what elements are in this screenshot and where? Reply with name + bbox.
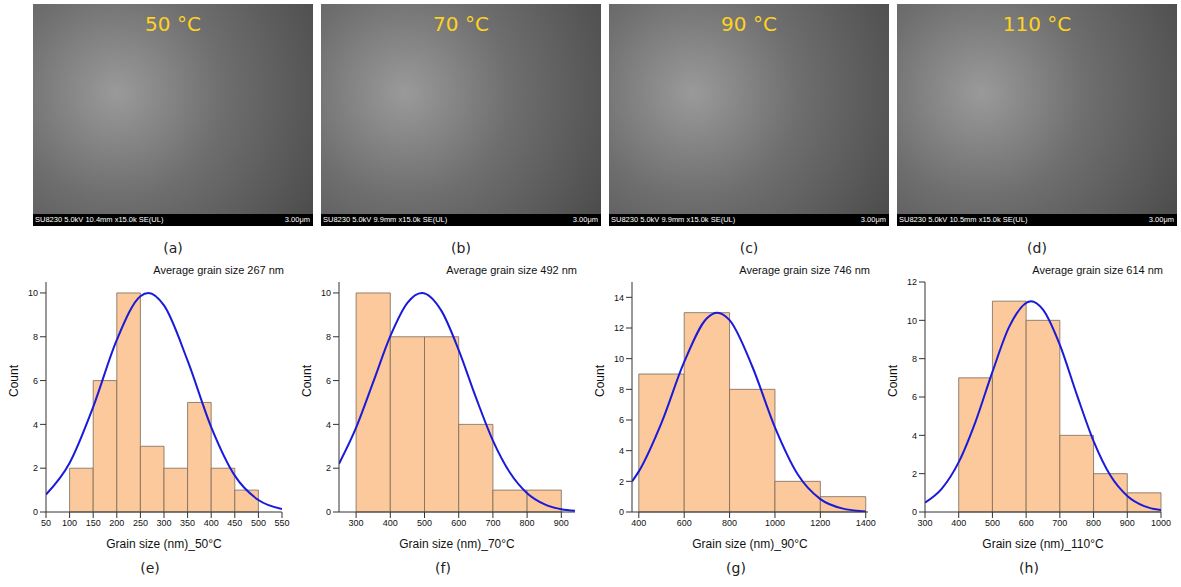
svg-text:8: 8 [326,332,331,342]
svg-text:Count: Count [593,364,607,397]
html-text:SU8230 5.0kV 9.9mm x15.0k SE(U: SU8230 5.0kV 9.9mm x15.0k SE(UL) [323,215,448,224]
svg-text:400: 400 [631,518,646,528]
svg-text:10: 10 [907,316,917,326]
svg-text:500: 500 [985,518,1000,528]
html-text:SU8230 5.0kV 10.5mm x15.0k SE(: SU8230 5.0kV 10.5mm x15.0k SE(UL) [899,215,1028,224]
svg-text:Count: Count [7,364,21,397]
svg-text:50: 50 [41,518,51,528]
svg-text:10: 10 [614,354,624,364]
svg-text:500: 500 [417,518,432,528]
svg-text:Count: Count [886,364,900,397]
svg-text:2: 2 [33,463,38,473]
svg-text:6: 6 [619,415,624,425]
svg-text:150: 150 [86,518,101,528]
html-text:70 °C: 70 °C [433,12,489,36]
html-text:(a): (a) [163,240,183,256]
svg-text:8: 8 [33,332,38,342]
svg-text:300: 300 [349,518,364,528]
svg-text:800: 800 [1086,518,1101,528]
svg-text:10: 10 [28,288,38,298]
svg-text:6: 6 [33,376,38,386]
svg-text:200: 200 [109,518,124,528]
svg-text:300: 300 [917,518,932,528]
svg-text:600: 600 [677,518,692,528]
svg-text:Grain size (nm)_70°C: Grain size (nm)_70°C [399,537,515,551]
svg-text:4: 4 [326,420,331,430]
svg-text:0: 0 [326,507,331,517]
svg-text:100: 100 [62,518,77,528]
html-text:SU8230 5.0kV 10.4mm x15.0k SE(: SU8230 5.0kV 10.4mm x15.0k SE(UL) [35,215,164,224]
svg-text:800: 800 [520,518,535,528]
svg-text:6: 6 [326,376,331,386]
svg-text:Grain size (nm)_90°C: Grain size (nm)_90°C [692,537,808,551]
svg-text:0: 0 [619,507,624,517]
html-text:Average grain size 746 nm: Average grain size 746 nm [739,264,870,276]
svg-text:8: 8 [912,354,917,364]
html-text:(g): (g) [726,560,746,576]
html-text:3.00μm: 3.00μm [572,215,598,224]
svg-text:450: 450 [227,518,242,528]
svg-text:1000: 1000 [765,518,785,528]
svg-text:12: 12 [907,277,917,287]
html-text:3.00μm: 3.00μm [860,215,886,224]
svg-text:600: 600 [1019,518,1034,528]
svg-text:550: 550 [274,518,289,528]
svg-text:400: 400 [204,518,219,528]
svg-text:2: 2 [912,469,917,479]
svg-text:900: 900 [554,518,569,528]
svg-text:Count: Count [300,364,314,397]
html-text:Average grain size 267 nm: Average grain size 267 nm [153,264,284,276]
html-text:(h): (h) [1019,560,1039,576]
svg-text:4: 4 [33,420,38,430]
svg-text:Grain size (nm)_50°C: Grain size (nm)_50°C [106,537,222,551]
html-text:110 °C: 110 °C [1002,12,1072,36]
svg-text:6: 6 [912,392,917,402]
html-text:(f): (f) [435,560,451,576]
svg-text:600: 600 [451,518,466,528]
svg-text:4: 4 [619,446,624,456]
svg-text:10: 10 [321,288,331,298]
svg-text:350: 350 [180,518,195,528]
svg-text:300: 300 [156,518,171,528]
html-text:(b): (b) [451,240,471,256]
svg-text:1200: 1200 [810,518,830,528]
svg-text:400: 400 [383,518,398,528]
svg-text:900: 900 [1120,518,1135,528]
svg-text:12: 12 [614,323,624,333]
svg-text:14: 14 [614,293,624,303]
svg-text:700: 700 [485,518,500,528]
html-text:(e): (e) [140,560,160,576]
svg-text:2: 2 [619,477,624,487]
svg-text:4: 4 [912,431,917,441]
svg-text:8: 8 [619,385,624,395]
html-text:50 °C: 50 °C [145,12,201,36]
html-text:3.00μm: 3.00μm [1148,215,1174,224]
svg-text:0: 0 [33,507,38,517]
html-text:(c): (c) [739,240,759,256]
svg-text:800: 800 [722,518,737,528]
svg-text:500: 500 [251,518,266,528]
svg-text:Grain size (nm)_110°C: Grain size (nm)_110°C [982,537,1104,551]
html-text:90 °C: 90 °C [721,12,777,36]
html-text:SU8230 5.0kV 9.9mm x15.0k SE(U: SU8230 5.0kV 9.9mm x15.0k SE(UL) [611,215,736,224]
svg-text:400: 400 [951,518,966,528]
html-text:3.00μm: 3.00μm [284,215,310,224]
svg-text:2: 2 [326,463,331,473]
svg-text:1000: 1000 [1151,518,1171,528]
svg-text:0: 0 [912,507,917,517]
html-text:Average grain size 614 nm: Average grain size 614 nm [1032,264,1163,276]
html-text:Average grain size 492 nm: Average grain size 492 nm [446,264,577,276]
svg-text:700: 700 [1052,518,1067,528]
svg-text:250: 250 [133,518,148,528]
html-text:(d): (d) [1027,240,1047,256]
svg-text:1400: 1400 [856,518,876,528]
